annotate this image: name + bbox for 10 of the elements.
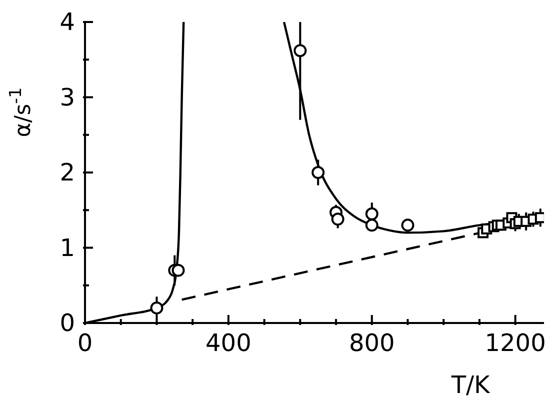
y-tick-label: 0 [60,309,75,337]
y-tick-label: 1 [60,234,75,262]
x-tick-label: 0 [77,329,93,357]
x-tick-label: 1200 [484,329,546,357]
y-tick-label: 4 [60,8,75,36]
x-axis-title: T/K [450,371,492,399]
x-tick-label: 800 [348,329,395,357]
y-tick-label: 2 [60,158,75,186]
y-tick-label: 3 [60,83,75,112]
x-tick-label: 400 [206,329,252,357]
